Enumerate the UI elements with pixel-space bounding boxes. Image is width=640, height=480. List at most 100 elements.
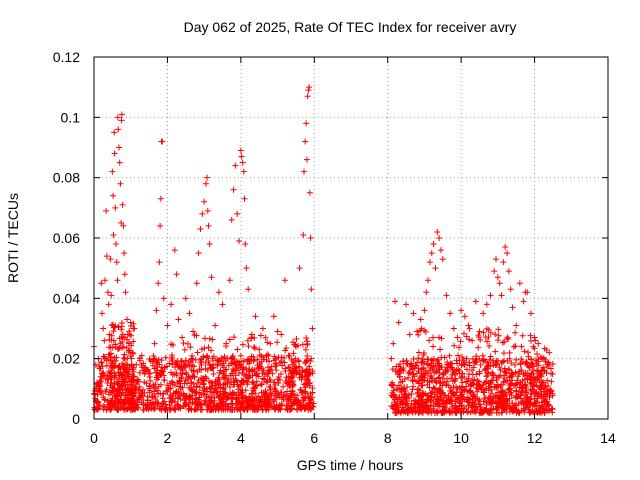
data-point xyxy=(487,292,494,299)
data-point xyxy=(130,405,137,412)
data-point xyxy=(396,394,403,401)
data-point xyxy=(106,391,113,398)
data-point xyxy=(483,401,490,408)
data-point xyxy=(513,356,520,363)
data-point xyxy=(138,362,145,369)
data-point xyxy=(208,399,215,406)
data-point xyxy=(435,386,442,393)
data-point xyxy=(256,352,263,359)
data-point xyxy=(474,388,481,395)
data-point xyxy=(236,238,243,245)
data-point xyxy=(302,381,309,388)
data-point xyxy=(404,398,411,405)
data-point xyxy=(157,222,164,229)
data-point xyxy=(181,346,188,353)
data-point xyxy=(472,298,479,305)
data-point xyxy=(133,361,140,368)
data-point xyxy=(177,386,184,393)
data-point xyxy=(242,241,249,248)
data-point xyxy=(97,378,104,385)
data-point xyxy=(466,325,473,332)
data-point xyxy=(471,408,478,415)
data-point xyxy=(514,393,521,400)
data-point xyxy=(113,241,120,248)
data-point xyxy=(289,391,296,398)
data-point xyxy=(274,328,281,335)
data-point xyxy=(185,375,192,382)
data-point xyxy=(500,378,507,385)
data-point xyxy=(504,250,511,257)
data-point xyxy=(521,392,528,399)
data-point xyxy=(482,334,489,341)
data-point xyxy=(482,358,489,365)
data-point xyxy=(410,383,417,390)
data-point xyxy=(271,379,278,386)
data-point xyxy=(197,225,204,232)
data-point xyxy=(146,382,153,389)
data-point xyxy=(180,340,187,347)
data-point xyxy=(531,345,538,352)
data-point xyxy=(470,393,477,400)
data-point xyxy=(493,256,500,263)
data-point xyxy=(234,210,241,217)
data-point xyxy=(258,380,265,387)
data-point xyxy=(469,380,476,387)
data-point xyxy=(166,402,173,409)
data-point xyxy=(499,339,506,346)
data-point xyxy=(91,406,98,413)
data-point xyxy=(250,354,257,361)
data-point xyxy=(210,403,217,410)
data-point xyxy=(263,352,270,359)
data-point xyxy=(486,409,493,416)
data-point xyxy=(183,369,190,376)
data-point xyxy=(476,382,483,389)
data-point xyxy=(495,332,502,339)
data-point xyxy=(137,393,144,400)
data-point xyxy=(275,380,282,387)
data-point xyxy=(234,346,241,353)
data-point xyxy=(426,337,433,344)
data-point xyxy=(477,362,484,369)
data-point xyxy=(239,403,246,410)
data-point xyxy=(221,353,228,360)
data-point xyxy=(129,395,136,402)
data-point xyxy=(400,358,407,365)
data-point xyxy=(442,392,449,399)
data-point xyxy=(153,307,160,314)
data-point xyxy=(454,334,461,341)
data-point xyxy=(176,377,183,384)
data-point xyxy=(451,368,458,375)
data-point xyxy=(154,364,161,371)
data-point xyxy=(217,395,224,402)
data-point xyxy=(111,129,118,136)
data-point xyxy=(522,381,529,388)
data-point xyxy=(93,379,100,386)
data-point xyxy=(289,405,296,412)
data-point xyxy=(272,363,279,370)
data-point xyxy=(525,349,532,356)
data-point xyxy=(498,292,505,299)
data-point xyxy=(403,390,410,397)
data-point xyxy=(115,126,122,133)
data-point xyxy=(224,355,231,362)
data-point xyxy=(278,331,285,338)
data-point xyxy=(152,400,159,407)
data-point xyxy=(451,342,458,349)
data-point xyxy=(257,332,264,339)
data-point xyxy=(111,374,118,381)
data-point xyxy=(146,370,153,377)
data-point xyxy=(414,399,421,406)
y-tick-label: 0.12 xyxy=(53,49,80,65)
data-point xyxy=(207,398,214,405)
data-point xyxy=(160,391,167,398)
data-point xyxy=(461,374,468,381)
data-point xyxy=(443,361,450,368)
data-point xyxy=(437,346,444,353)
data-point xyxy=(303,156,310,163)
data-point xyxy=(502,244,509,251)
data-point xyxy=(498,399,505,406)
data-point xyxy=(470,381,477,388)
data-point xyxy=(430,334,437,341)
data-point xyxy=(544,361,551,368)
data-point xyxy=(167,405,174,412)
